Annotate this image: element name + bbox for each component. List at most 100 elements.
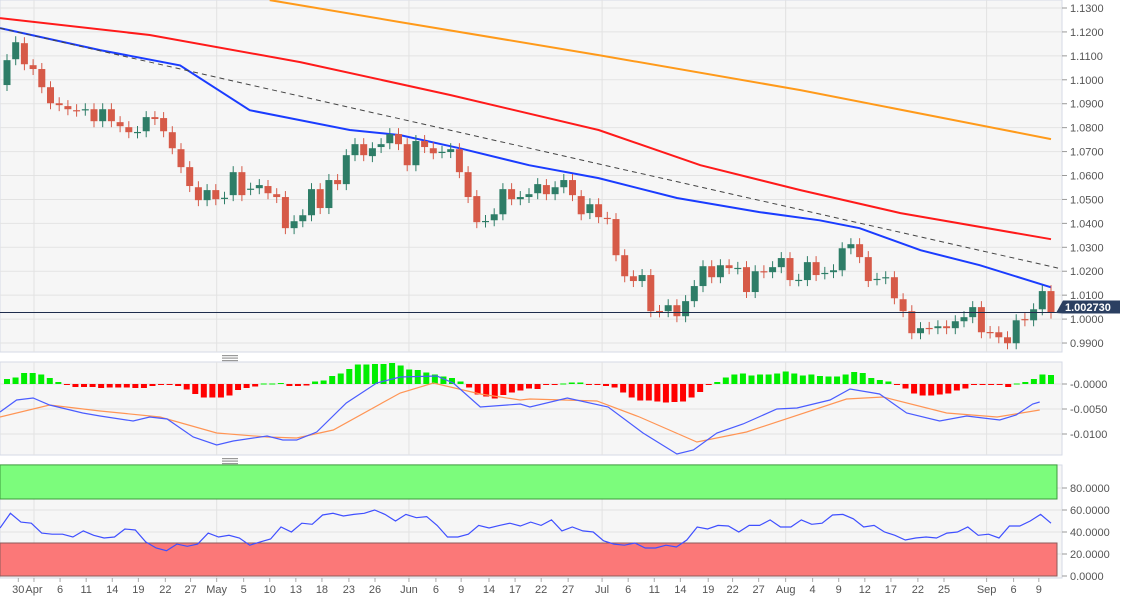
candle-bullish	[586, 204, 594, 214]
macd-histogram-bar	[962, 384, 969, 389]
price-tick-label: 1.0400	[1070, 218, 1104, 230]
candles	[0, 36, 1062, 350]
macd-histogram-bar	[637, 384, 644, 401]
x-tick-label: 30	[12, 584, 24, 596]
current-price-label: 1.002730	[1065, 302, 1111, 314]
x-tick-label: 11	[649, 584, 660, 596]
macd-histogram-bar	[928, 384, 935, 396]
price-tick-label: 1.0500	[1070, 194, 1104, 206]
x-tick-label: May	[206, 584, 227, 596]
macd-histogram-bar	[988, 384, 995, 385]
macd-histogram-bar	[739, 373, 746, 384]
candle-bearish	[647, 275, 655, 312]
price-tick-label: 1.1100	[1070, 51, 1103, 63]
candle-bullish	[769, 267, 777, 273]
candle-bullish	[1038, 291, 1046, 310]
macd-histogram-bar	[757, 374, 764, 384]
x-tick-label: 18	[316, 584, 328, 596]
candle-bullish	[882, 277, 890, 279]
candle-bearish	[977, 307, 985, 333]
candle-bearish	[29, 65, 37, 70]
rsi-oversold-zone	[0, 542, 1058, 577]
macd-histogram-bar	[149, 384, 156, 386]
x-tick-label: 6	[57, 584, 63, 596]
macd-histogram-bar	[217, 384, 224, 398]
candle-bearish	[899, 299, 907, 312]
candle-bearish	[925, 327, 933, 330]
x-tick-label: 22	[726, 584, 738, 596]
candle-bullish	[734, 267, 742, 270]
macd-histogram-bar	[55, 382, 62, 384]
rsi-zones	[0, 464, 1058, 577]
rsi-tick-label: 60.0000	[1070, 505, 1110, 517]
candle-bearish	[168, 132, 176, 149]
candle-bearish	[986, 332, 994, 334]
macd-histogram-bar	[4, 379, 10, 384]
panel-resize-handle-1[interactable]	[222, 355, 238, 362]
rsi-tick-label: 40.0000	[1070, 527, 1110, 539]
macd-histogram-bar	[1039, 374, 1046, 384]
price-tick-label: 0.9900	[1070, 338, 1104, 350]
candle-bullish	[534, 184, 542, 194]
candle-bullish	[838, 248, 846, 271]
candle-bearish	[656, 310, 663, 313]
macd-histogram-bar	[911, 384, 918, 394]
candle-bullish	[516, 197, 524, 200]
panel-resize-handle-2[interactable]	[222, 458, 238, 465]
macd-histogram-bar	[568, 382, 575, 384]
candle-bearish	[403, 144, 411, 166]
candle-bullish	[386, 134, 394, 144]
candle-bearish	[64, 106, 72, 110]
x-tick-label: 6	[1011, 584, 1017, 596]
candle-bearish	[238, 172, 246, 196]
price-tick-label: 1.0900	[1070, 99, 1104, 111]
candle-bearish	[20, 43, 28, 65]
candle-bullish	[699, 266, 707, 287]
x-tick-label: 5	[241, 584, 247, 596]
x-tick-label: 12	[859, 584, 871, 596]
candle-bearish	[429, 148, 437, 154]
candle-bullish	[1012, 320, 1020, 344]
macd-histogram-bar	[46, 378, 53, 384]
candle-bearish	[890, 277, 898, 299]
candle-bullish	[3, 60, 11, 86]
macd-histogram-bar	[277, 383, 284, 384]
x-tick-label: 14	[674, 584, 686, 596]
price-tick-label: 1.0300	[1070, 242, 1104, 254]
candle-bearish	[360, 144, 368, 156]
candle-bullish	[221, 197, 228, 199]
macd-histogram-bar	[440, 376, 447, 384]
candle-bearish	[116, 122, 124, 127]
macd-histogram-bar	[953, 384, 960, 391]
x-tick-label: 13	[290, 584, 302, 596]
candle-bullish	[499, 189, 507, 215]
candle-bearish	[603, 217, 611, 220]
x-tick-label: 27	[184, 584, 196, 596]
macd-histogram-bar	[885, 381, 892, 384]
macd-histogram-bar	[620, 384, 627, 393]
candle-bearish	[1004, 337, 1011, 344]
candle-bullish	[482, 220, 489, 223]
macd-histogram-bar	[834, 376, 841, 384]
price-tick-label: 1.1200	[1070, 27, 1104, 39]
macd-histogram-bar	[611, 384, 618, 388]
price-overlays	[0, 0, 1059, 289]
candle-bearish	[786, 258, 794, 281]
candle-bullish	[490, 214, 498, 221]
candle-bearish	[1021, 319, 1029, 321]
macd-histogram-bar	[431, 374, 438, 384]
candle-bearish	[395, 134, 402, 145]
candle-bearish	[473, 196, 481, 223]
candle-bullish	[12, 42, 20, 60]
x-tick-label: 11	[80, 584, 91, 596]
current-price-tag: 1.002730	[1056, 300, 1120, 314]
candle-bearish	[673, 305, 681, 317]
macd-histogram-bar	[106, 384, 113, 388]
macd-histogram-bar	[517, 384, 524, 391]
candle-bearish	[760, 271, 768, 273]
candle-bearish	[995, 332, 1003, 338]
candle-bearish	[421, 141, 429, 148]
x-tick-label: 27	[753, 584, 765, 596]
candle-bullish	[81, 109, 89, 111]
